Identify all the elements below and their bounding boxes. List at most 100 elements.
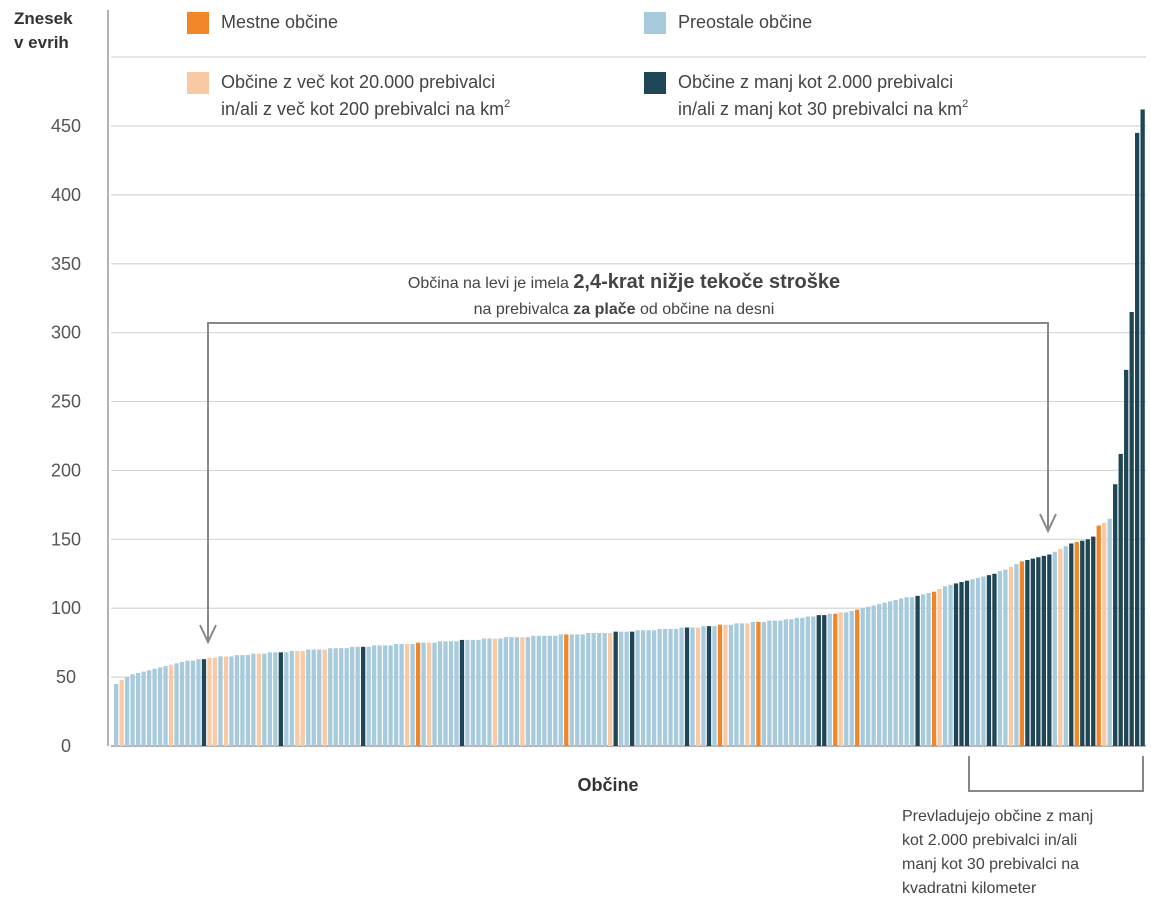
note-bracket [968, 756, 1144, 792]
bar [778, 620, 783, 746]
bar [926, 593, 931, 746]
bar [196, 659, 201, 746]
bar [339, 648, 344, 746]
bar [190, 660, 196, 746]
bar [608, 633, 613, 746]
bar [322, 649, 327, 746]
bar [514, 637, 520, 746]
annotation-line-1-bold: 2,4-krat nižje tekoče stroške [573, 271, 840, 293]
bar [366, 646, 371, 746]
bar [245, 655, 251, 746]
bar [591, 633, 596, 746]
annotation-bracket [207, 322, 1049, 640]
bar [223, 656, 229, 746]
bar [300, 650, 305, 746]
bar [580, 634, 585, 746]
bar [657, 628, 662, 746]
bar [750, 622, 756, 746]
legend-label: Občine z manj kot 2.000 prebivalci [678, 72, 953, 92]
bar [355, 646, 360, 746]
bar [262, 653, 267, 746]
bar [619, 631, 624, 746]
bar [1096, 525, 1101, 746]
bar [745, 623, 750, 746]
y-tick-label: 50 [56, 667, 76, 687]
bar [448, 641, 454, 746]
bar [630, 631, 635, 746]
bar [377, 645, 382, 746]
bar [756, 622, 761, 746]
bar [1030, 558, 1036, 746]
bar [404, 644, 410, 746]
bar [877, 604, 882, 746]
bar [152, 668, 157, 746]
bar [893, 599, 898, 746]
bar [569, 634, 574, 746]
bar [898, 598, 904, 746]
bar [267, 652, 272, 746]
y-axis: 0 50 100 150 200 250 300 350 400 450 [51, 116, 81, 756]
y-tick-label: 200 [51, 460, 81, 480]
y-tick-label: 0 [61, 736, 71, 756]
bar [915, 595, 920, 746]
bar [805, 616, 810, 746]
bar [168, 664, 174, 746]
legend-label: in/ali z manj kot 30 prebivalci na km2 [678, 98, 968, 119]
bar [635, 630, 640, 746]
bar [278, 652, 283, 746]
bar [388, 645, 393, 746]
bar [855, 609, 860, 746]
bar [701, 626, 706, 746]
bar [624, 631, 629, 746]
bar [542, 635, 547, 746]
bar [882, 602, 887, 746]
bar [350, 646, 355, 746]
bar [503, 637, 509, 746]
bar [942, 586, 948, 746]
annotation-line-1-text: Občina na levi je imela [408, 275, 573, 292]
y-tick-label: 250 [51, 392, 81, 412]
bar [492, 638, 498, 746]
bar [317, 649, 322, 746]
bar [673, 628, 679, 746]
bar [706, 626, 712, 746]
bar [157, 667, 163, 746]
annotation-line-1: Občina na levi je imela 2,4-krat nižje t… [408, 271, 840, 293]
bar [997, 571, 1003, 746]
bar [739, 623, 745, 746]
bar [904, 597, 909, 746]
bar [459, 639, 465, 746]
note-line-3: manj kot 30 prebivalci na [902, 856, 1079, 873]
bar [361, 646, 366, 746]
bar [179, 661, 185, 746]
bar [975, 577, 981, 746]
y-tick-label: 150 [51, 529, 81, 549]
bar [229, 656, 234, 746]
bar [920, 594, 926, 746]
bar [662, 628, 668, 746]
bar [174, 663, 179, 746]
note-line-4: kvadratni kilometer [902, 880, 1037, 897]
bar [201, 659, 207, 746]
bar [1069, 543, 1074, 746]
bar [443, 641, 448, 746]
bar [1025, 560, 1030, 746]
annotation-arrow-left [199, 624, 217, 645]
bar [212, 657, 218, 746]
bar [525, 637, 530, 746]
bar [640, 630, 646, 746]
bar [1118, 453, 1123, 746]
note-line-1: Prevladujejo občine z manj [902, 808, 1093, 825]
y-tick-label: 100 [51, 598, 81, 618]
bar [800, 617, 805, 746]
bar [426, 642, 432, 746]
bar [827, 613, 832, 746]
x-axis-title: Občine [577, 775, 638, 795]
legend-label: Mestne občine [221, 12, 338, 32]
bar [1008, 566, 1014, 746]
bar [789, 619, 794, 746]
annotation-arrow-right [1039, 513, 1057, 534]
bar [547, 635, 552, 746]
y-tick-label: 450 [51, 116, 81, 136]
bar [986, 575, 992, 746]
